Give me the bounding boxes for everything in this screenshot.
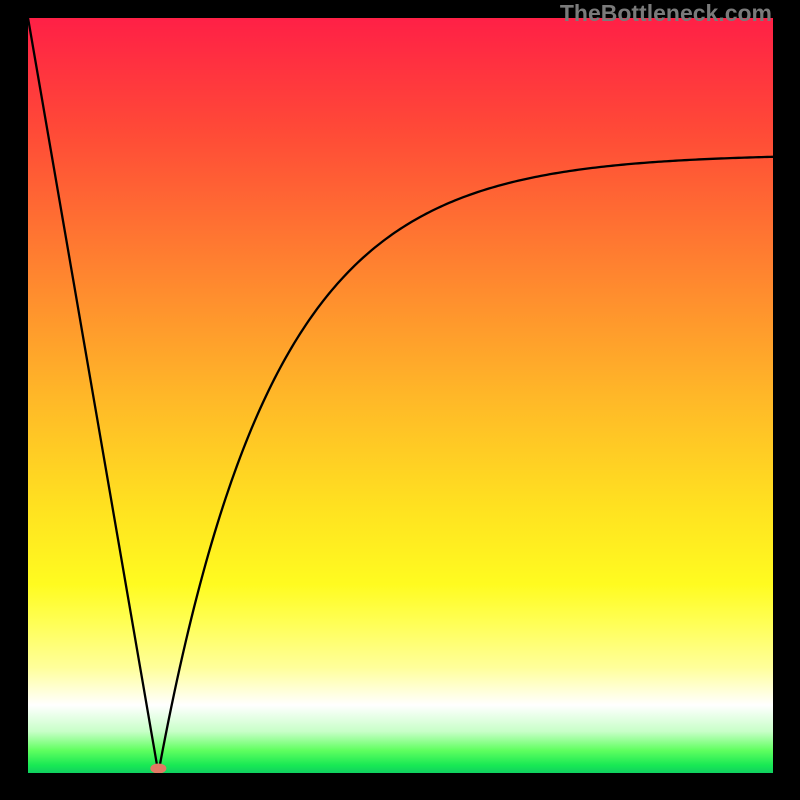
chart-svg	[28, 18, 773, 773]
plot-area	[28, 18, 773, 773]
optimal-marker	[150, 763, 166, 773]
watermark-text: TheBottleneck.com	[560, 0, 772, 27]
chart-container: TheBottleneck.com	[0, 0, 800, 800]
